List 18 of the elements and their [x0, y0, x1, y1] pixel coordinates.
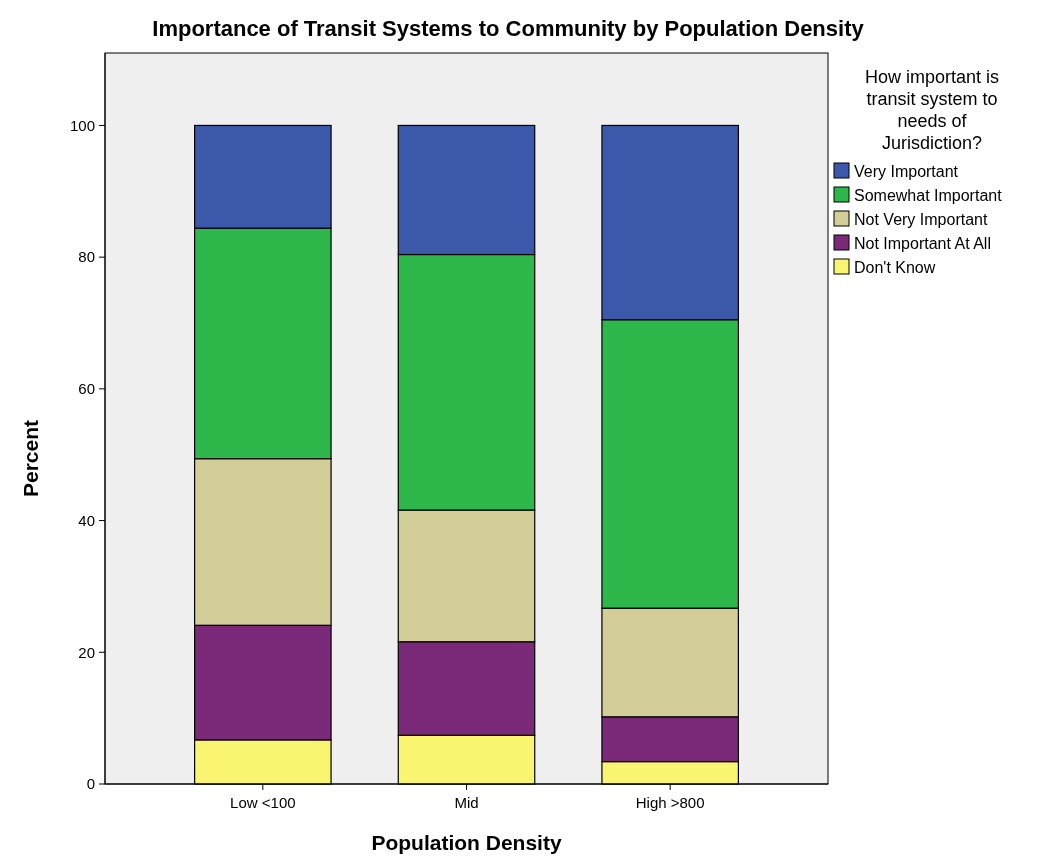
x-tick-label: High >800 — [635, 794, 705, 811]
x-tick-label: Low <100 — [230, 794, 296, 811]
legend-label: Not Important At All — [854, 234, 991, 252]
legend-label: Very Important — [854, 162, 959, 180]
legend-label: Don't Know — [854, 258, 936, 276]
legend-label: Not Very Important — [854, 210, 988, 228]
y-axis-title: Percent — [19, 419, 42, 498]
y-tick-label: 80 — [78, 248, 95, 266]
y-tick-label: 20 — [78, 643, 95, 661]
legend-title: How important is transit system to needs of Jurisdiction? — [864, 67, 1000, 153]
y-tick-label: 40 — [78, 511, 95, 529]
y-tick-label: 0 — [86, 775, 95, 793]
y-tick-label: 100 — [69, 116, 95, 134]
y-tick-label: 60 — [78, 380, 95, 398]
chart-title: Importance of Transit Systems to Community by Population Density — [152, 16, 865, 41]
legend-label: Somewhat Important — [854, 186, 1003, 204]
x-axis-title: Population Density — [371, 831, 562, 854]
x-tick-label: Mid — [454, 794, 479, 811]
